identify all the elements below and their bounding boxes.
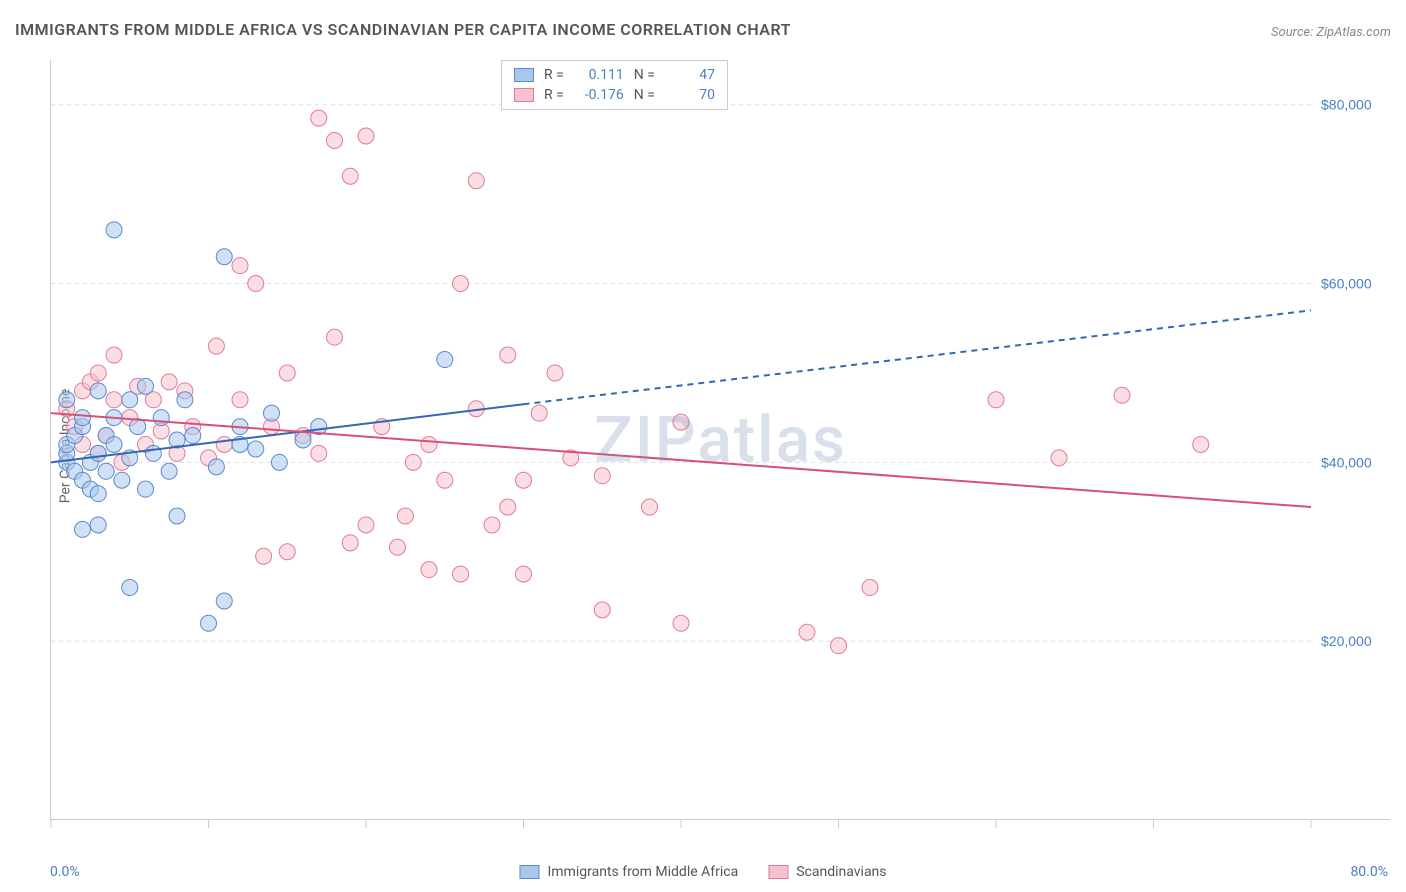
chart-plot-area: $20,000 $40,000 $60,000 $80,000 R = 0.111 N… bbox=[50, 60, 1390, 820]
x-axis-min: 0.0% bbox=[50, 864, 80, 880]
swatch-series2 bbox=[514, 88, 534, 102]
legend-row-series1: R = 0.111 N = 47 bbox=[514, 65, 715, 85]
swatch-series1 bbox=[514, 68, 534, 82]
n-value-series2: 70 bbox=[665, 87, 715, 103]
bottom-legend: Immigrants from Middle Africa Scandinavi… bbox=[519, 864, 886, 880]
r-value-series2: -0.176 bbox=[574, 87, 624, 103]
r-label: R = bbox=[544, 67, 564, 83]
svg-text:$60,000: $60,000 bbox=[1321, 276, 1372, 292]
svg-text:$40,000: $40,000 bbox=[1321, 454, 1372, 470]
n-value-series1: 47 bbox=[665, 67, 715, 83]
source-attribution: Source: ZipAtlas.com bbox=[1271, 25, 1391, 40]
swatch-series1 bbox=[519, 865, 539, 879]
legend-item-series2: Scandinavians bbox=[768, 864, 886, 880]
legend-item-series1: Immigrants from Middle Africa bbox=[519, 864, 738, 880]
chart-title: IMMIGRANTS FROM MIDDLE AFRICA VS SCANDIN… bbox=[15, 20, 791, 39]
chart-svg: $20,000 $40,000 $60,000 $80,000 bbox=[51, 60, 1391, 820]
n-label: N = bbox=[634, 87, 655, 103]
legend-row-series2: R = -0.176 N = 70 bbox=[514, 85, 715, 105]
swatch-series2 bbox=[768, 865, 788, 879]
x-axis-max: 80.0% bbox=[1350, 864, 1388, 880]
r-value-series1: 0.111 bbox=[574, 67, 624, 83]
svg-text:$80,000: $80,000 bbox=[1321, 97, 1372, 113]
legend-label-series1: Immigrants from Middle Africa bbox=[547, 864, 738, 880]
n-label: N = bbox=[634, 67, 655, 83]
stats-legend: R = 0.111 N = 47 R = -0.176 N = 70 bbox=[501, 60, 728, 110]
svg-text:$20,000: $20,000 bbox=[1321, 633, 1372, 649]
legend-label-series2: Scandinavians bbox=[796, 864, 886, 880]
r-label: R = bbox=[544, 87, 564, 103]
